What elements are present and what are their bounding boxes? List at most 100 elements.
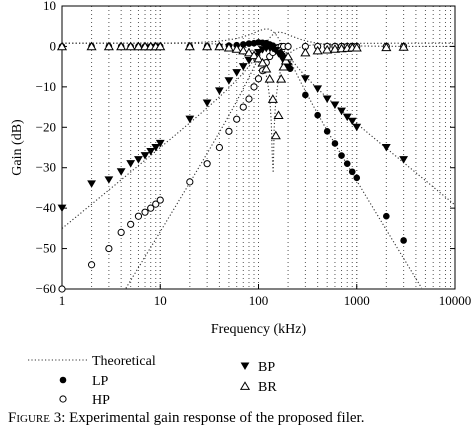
point-bp bbox=[202, 99, 212, 107]
point-hp bbox=[134, 212, 143, 220]
point-br bbox=[322, 44, 333, 54]
y-tick-label: −60 bbox=[36, 281, 56, 296]
point-hp bbox=[186, 178, 194, 186]
legend-label: BR bbox=[258, 380, 277, 395]
point-bp bbox=[300, 75, 310, 83]
point-hp bbox=[127, 220, 135, 228]
point-hp bbox=[152, 200, 160, 208]
point-hp bbox=[147, 204, 155, 212]
point-bp bbox=[342, 113, 352, 122]
series-bp bbox=[57, 44, 409, 213]
x-axis-label: Frequency (kHz) bbox=[211, 322, 307, 337]
point-bp bbox=[238, 63, 248, 71]
point-br bbox=[398, 42, 409, 51]
point-hp bbox=[239, 103, 247, 111]
point-lp bbox=[323, 128, 331, 135]
legend-item-hp: HP bbox=[59, 393, 110, 405]
point-bp bbox=[185, 115, 195, 124]
point-bp bbox=[381, 143, 391, 152]
legend-marker bbox=[59, 376, 67, 384]
figure-caption: Figure 3: Experimental gain response of … bbox=[8, 410, 468, 427]
y-tick-label: −50 bbox=[36, 241, 56, 256]
point-bp bbox=[134, 156, 143, 164]
x-tick-label: 1 bbox=[59, 293, 66, 308]
point-br bbox=[214, 41, 225, 51]
point-lp bbox=[400, 237, 407, 244]
point-hp bbox=[105, 244, 113, 253]
point-br bbox=[86, 41, 97, 51]
point-br bbox=[261, 63, 272, 73]
point-lp bbox=[245, 40, 253, 47]
point-lp bbox=[302, 91, 309, 99]
theoretical-curve-hp bbox=[125, 31, 455, 289]
theoretical-curve-lp bbox=[62, 28, 423, 289]
legend-item-theoretical: Theoretical bbox=[28, 354, 156, 369]
point-hp bbox=[117, 228, 125, 236]
y-tick-label: −20 bbox=[36, 119, 56, 134]
point-bp bbox=[104, 176, 114, 184]
point-br bbox=[276, 74, 287, 83]
axis-ticks: 100−10−20−30−40−50−601 10 100 1000 10000 bbox=[36, 0, 472, 308]
point-bp bbox=[337, 107, 346, 116]
y-tick-label: 0 bbox=[50, 38, 57, 53]
point-hp bbox=[215, 143, 224, 152]
series-br bbox=[56, 41, 409, 140]
y-tick-label: 10 bbox=[43, 0, 56, 13]
legend-label: HP bbox=[92, 393, 110, 405]
legend-label: LP bbox=[92, 374, 109, 389]
point-bp bbox=[352, 123, 362, 132]
x-tick-label: 100 bbox=[249, 293, 269, 308]
point-br bbox=[248, 50, 260, 60]
point-lp bbox=[348, 168, 356, 176]
legend-item-br: BR bbox=[239, 380, 277, 395]
point-hp bbox=[225, 127, 233, 135]
point-br bbox=[243, 47, 255, 57]
legend-marker bbox=[239, 381, 251, 390]
point-lp bbox=[338, 152, 345, 159]
legend-label: Theoretical bbox=[92, 354, 156, 369]
point-bp bbox=[87, 180, 96, 188]
point-br bbox=[133, 41, 144, 51]
legend-item-lp: LP bbox=[59, 374, 109, 389]
y-tick-label: −30 bbox=[36, 160, 56, 175]
point-br bbox=[278, 61, 289, 71]
point-bp bbox=[146, 148, 156, 156]
y-axis-label: Gain (dB) bbox=[10, 119, 25, 176]
data-markers bbox=[56, 39, 409, 293]
point-br bbox=[351, 42, 362, 52]
point-hp bbox=[87, 261, 96, 269]
point-bp bbox=[57, 204, 67, 213]
x-tick-label: 10000 bbox=[439, 293, 472, 308]
point-lp bbox=[239, 41, 247, 48]
point-bp bbox=[232, 69, 242, 77]
point-lp bbox=[353, 174, 361, 182]
point-br bbox=[283, 51, 294, 61]
caption-label: Figure 3: bbox=[8, 410, 66, 426]
point-br bbox=[312, 45, 323, 55]
point-bp bbox=[116, 168, 126, 176]
point-bp bbox=[313, 85, 323, 93]
legend-marker bbox=[59, 395, 67, 403]
point-bp bbox=[215, 87, 224, 95]
point-br bbox=[56, 41, 68, 51]
legend-label: BP bbox=[258, 360, 275, 375]
point-br bbox=[257, 57, 268, 67]
point-br bbox=[223, 42, 234, 52]
point-hp bbox=[254, 75, 263, 83]
point-hp bbox=[233, 115, 241, 123]
point-hp bbox=[284, 42, 292, 51]
point-br bbox=[253, 53, 264, 63]
point-br bbox=[270, 130, 281, 140]
point-lp bbox=[314, 111, 321, 119]
point-hp bbox=[250, 83, 258, 91]
point-br bbox=[300, 47, 311, 57]
series-hp bbox=[58, 42, 408, 293]
y-tick-label: −40 bbox=[36, 200, 56, 215]
point-bp bbox=[283, 63, 293, 71]
legend-marker bbox=[240, 362, 250, 370]
legend-item-bp: BP bbox=[240, 360, 275, 375]
point-lp bbox=[343, 160, 351, 167]
y-tick-label: −10 bbox=[36, 79, 56, 94]
point-bp bbox=[276, 53, 286, 61]
caption-text: Experimental gain response of the propos… bbox=[65, 410, 365, 426]
